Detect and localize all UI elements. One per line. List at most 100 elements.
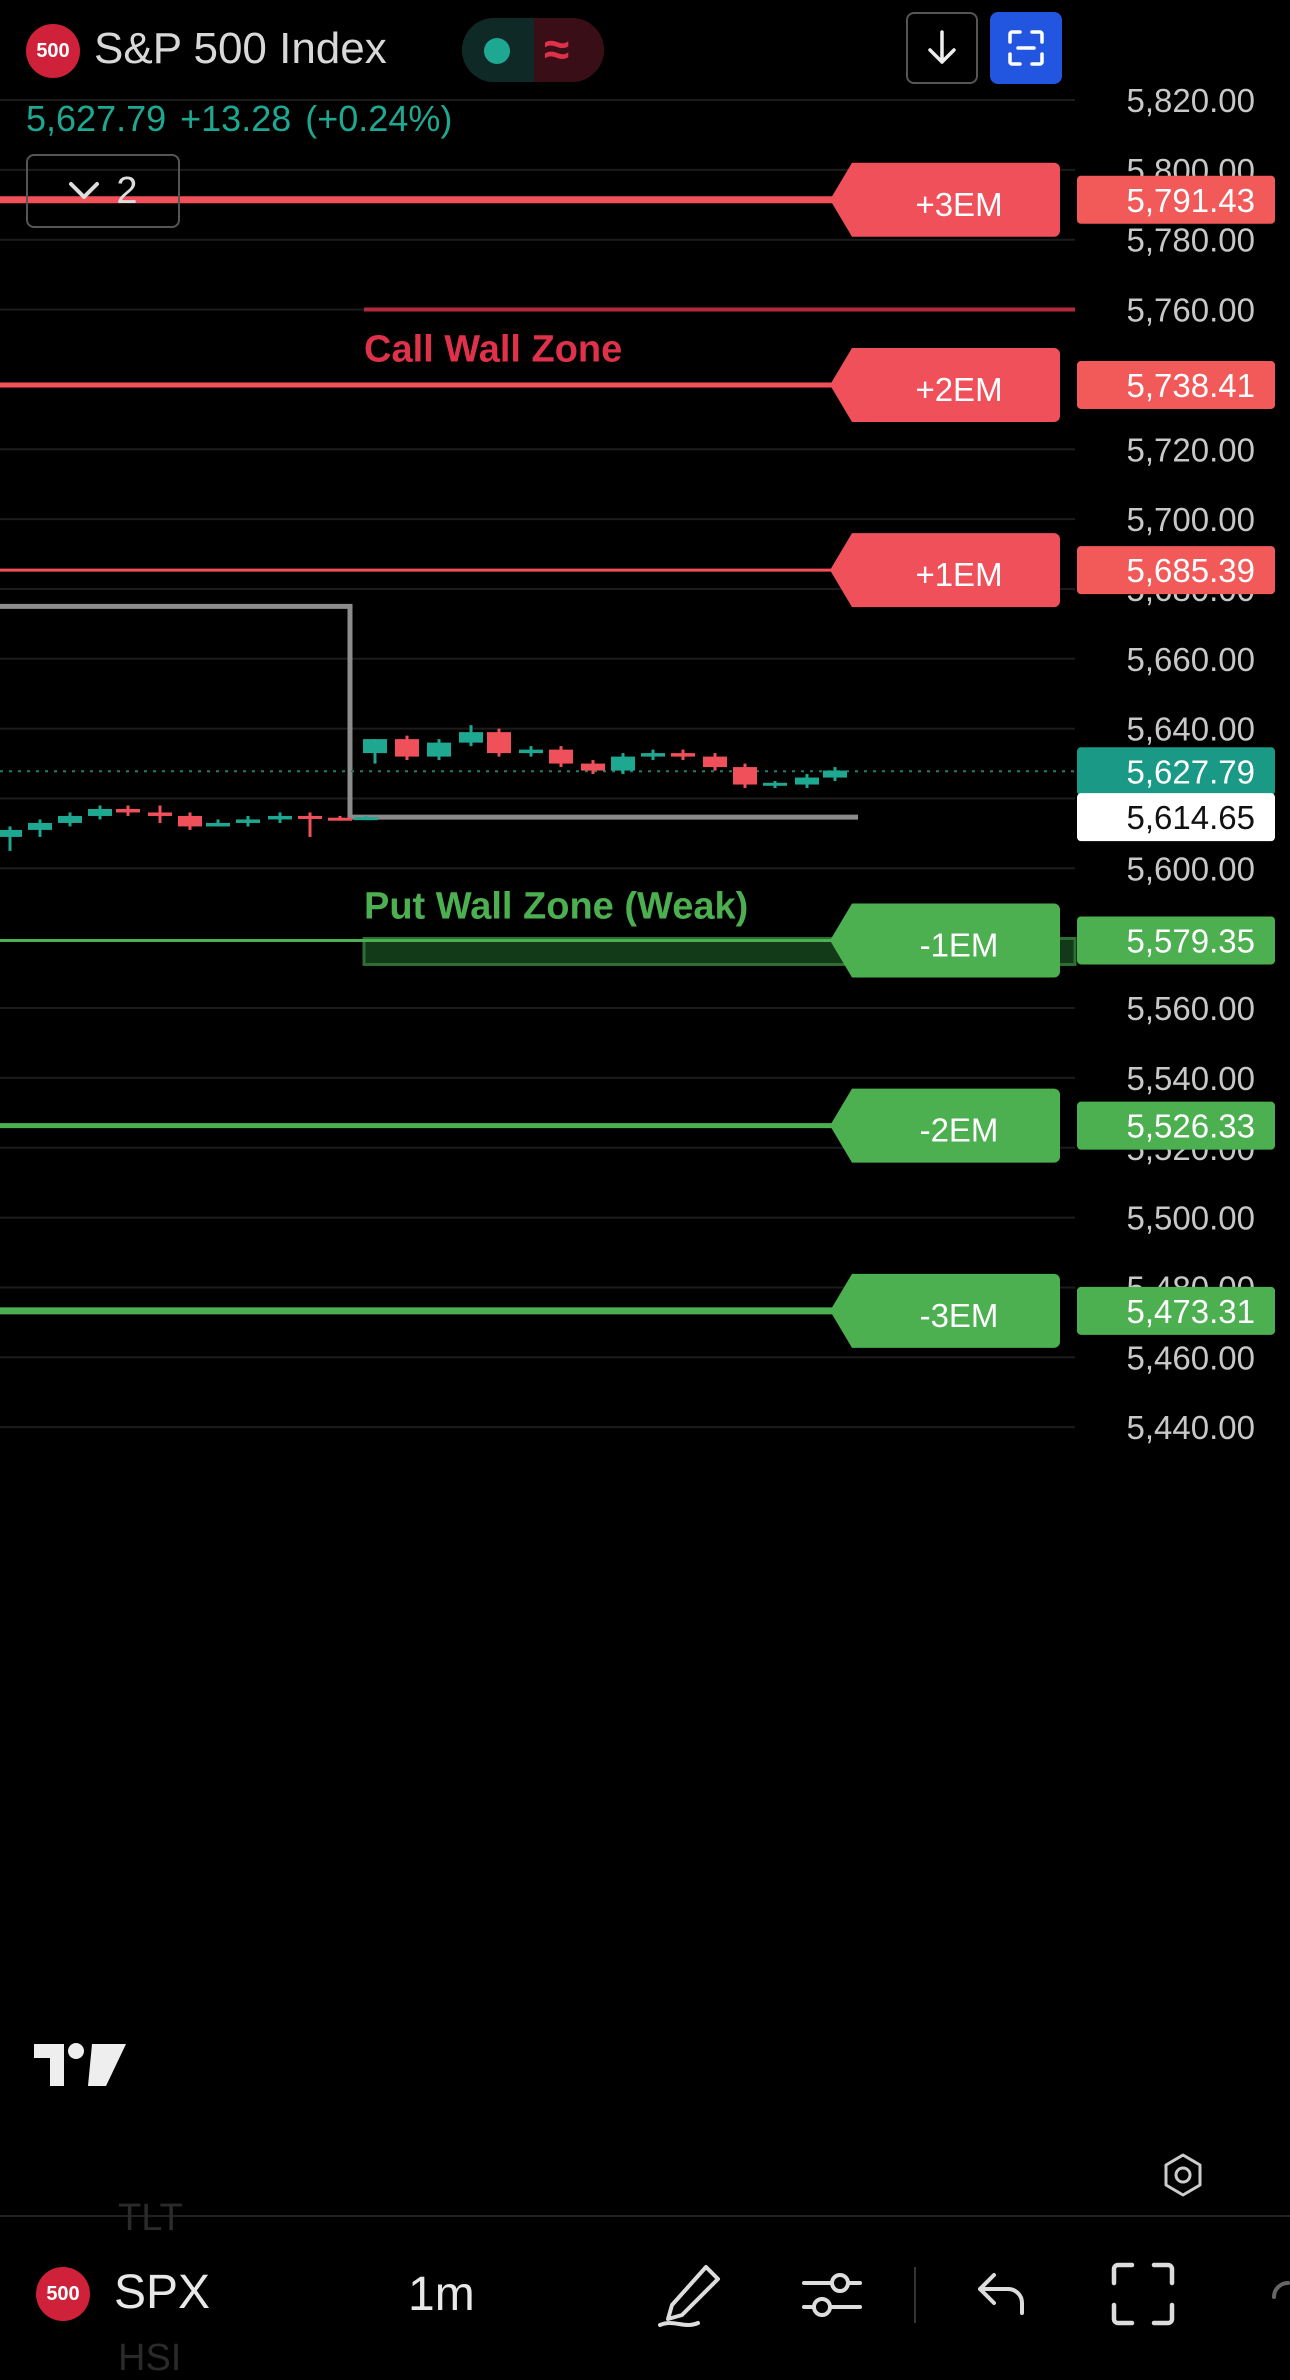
session-range-box [0,603,858,820]
y-axis-tick-label: 5,760.00 [1127,292,1255,329]
symbol-title[interactable]: S&P 500 Index [94,24,387,73]
candle-body[interactable] [116,808,140,813]
arrow-down-icon [928,30,956,64]
indicators-collapse-button[interactable]: 2 [26,154,180,228]
indicators-count: 2 [116,169,138,212]
y-axis-tick-label: 5,500.00 [1127,1200,1255,1237]
candle-body[interactable] [763,782,787,786]
last-price: 5,627.79 [26,98,167,139]
fullscreen-toggle-button[interactable] [990,12,1062,84]
candle-body[interactable] [206,822,230,827]
price-scale-tag [1077,1286,1275,1335]
candle-body[interactable] [671,753,695,757]
toolbar-divider [914,2267,916,2323]
candle-body[interactable] [549,749,573,764]
y-axis-tick-label: 5,820.00 [1127,82,1255,119]
market-status-toggle[interactable]: ≈ [462,18,604,82]
price-scale-tag-label: 5,473.31 [1127,1293,1255,1330]
candle-body[interactable] [268,815,292,820]
expected-move-flag-label: +1EM [915,556,1002,593]
candle-body[interactable] [487,732,511,754]
candle-body[interactable] [611,756,635,771]
price-change: +13.28 [180,98,292,139]
fullscreen-icon[interactable] [1110,2261,1176,2327]
candle-body[interactable] [395,739,419,757]
candle-body[interactable] [519,749,543,754]
indicator-settings-sliders-icon[interactable] [800,2263,864,2327]
price-scale-tag-label: 5,791.43 [1127,182,1255,219]
y-axis-tick-label: 5,720.00 [1127,431,1255,468]
expected-move-flag-label: +2EM [915,371,1002,408]
frame-icon [1008,30,1044,66]
undo-arrow-icon[interactable] [974,2269,1028,2319]
y-axis-tick-label: 5,540.00 [1127,1060,1255,1097]
price-scale-tag-label: 5,526.33 [1127,1108,1255,1145]
call-wall-zone-label: Call Wall Zone [364,329,622,371]
price-scale-tag [1077,546,1275,595]
candle-body[interactable] [58,815,82,823]
symbol-button[interactable]: SPX [114,2266,211,2319]
expected-move-flag[interactable] [830,903,1060,978]
expected-move-flag[interactable] [830,533,1060,608]
approx-wave-icon: ≈ [544,23,570,75]
y-axis-tick-label: 5,640.00 [1127,711,1255,748]
candle-body[interactable] [0,829,22,837]
price-change-pct: (+0.24%) [305,98,453,139]
reference-price-tag-label: 5,614.65 [1127,799,1255,836]
price-chart[interactable]: 5,820.005,800.005,780.005,760.005,720.00… [0,0,1290,2215]
reference-price-tag [1077,793,1275,842]
candle-body[interactable] [236,819,260,823]
candle-body[interactable] [459,732,483,743]
y-axis-tick-label: 5,660.00 [1127,641,1255,678]
expected-move-flag[interactable] [830,347,1060,422]
candle-body[interactable] [703,756,727,768]
price-scale-tag-label: 5,738.41 [1127,367,1255,404]
candle-body[interactable] [328,817,352,821]
price-scale-tag [1077,1101,1275,1150]
ghost-watchlist-item: HSI [118,2337,182,2379]
candle-body[interactable] [427,742,451,757]
expected-move-flag-label: -2EM [920,1112,999,1149]
chart-settings-gear-icon[interactable] [1160,2152,1206,2198]
candle-body[interactable] [363,739,387,754]
timeframe-button[interactable]: 1m [408,2268,475,2321]
pen-draw-icon[interactable] [654,2259,726,2331]
y-axis-tick-label: 5,780.00 [1127,222,1255,259]
y-axis-tick-label: 5,560.00 [1127,990,1255,1027]
price-scale-tag-label: 5,685.39 [1127,552,1255,589]
price-scale-tag [1077,916,1275,965]
candle-body[interactable] [148,812,172,816]
y-axis-tick-label: 5,440.00 [1127,1409,1255,1446]
market-open-dot-icon [484,38,510,64]
symbol-badge: 500 [26,24,80,78]
candle-body[interactable] [28,822,52,830]
candle-body[interactable] [733,767,757,785]
candle-body[interactable] [795,777,819,785]
expected-move-flag[interactable] [830,1088,1060,1163]
more-tools-partial-icon[interactable] [1268,2277,1290,2317]
put-wall-zone-label: Put Wall Zone (Weak) [364,885,748,927]
candle-body[interactable] [298,815,322,819]
price-scale-tag-label: 5,579.35 [1127,922,1255,959]
expected-move-flag-label: -1EM [920,926,999,963]
ghost-watchlist-item: TLT [118,2197,183,2239]
expected-move-flag-label: +3EM [915,186,1002,223]
candle-body[interactable] [581,763,605,771]
bottom-toolbar: TLT HSI 500 SPX 1m [0,2197,1290,2379]
candle-body[interactable] [178,815,202,827]
expected-move-flag[interactable] [830,1273,1060,1348]
price-scale-tag [1077,175,1275,224]
chart-header: 500 S&P 500 Index ≈ 5,627.79 +13.28 (+0.24… [0,0,1075,228]
candle-body[interactable] [823,770,847,778]
download-button[interactable] [906,12,978,84]
expected-move-flag[interactable] [830,162,1060,237]
current-price-tag-label: 5,627.79 [1127,753,1255,790]
price-scale-tag [1077,360,1275,409]
candle-body[interactable] [354,817,378,821]
current-price-tag [1077,747,1275,796]
tradingview-logo [34,2043,126,2086]
candle-body[interactable] [88,808,112,816]
candle-body[interactable] [641,753,665,757]
chevron-down-icon [69,182,100,199]
y-axis-tick-label: 5,600.00 [1127,850,1255,887]
